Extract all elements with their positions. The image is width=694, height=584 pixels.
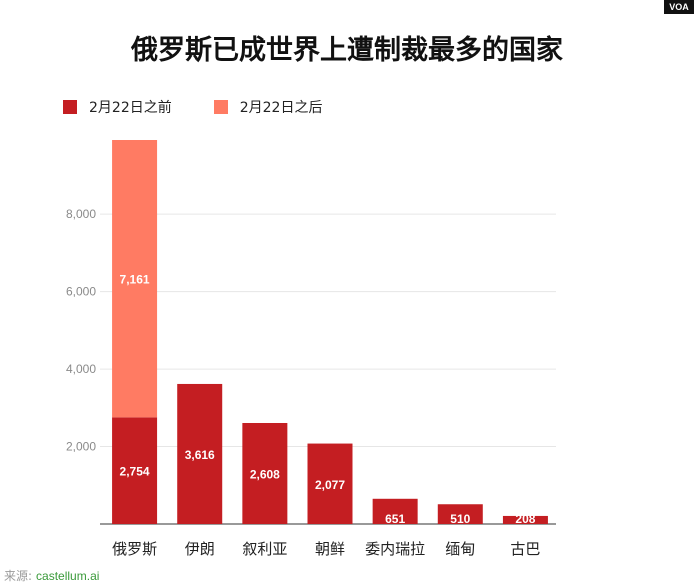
chart-title: 俄罗斯已成世界上遭制裁最多的国家 (131, 35, 563, 66)
legend-label-before: 2月22日之前 (89, 100, 172, 116)
data-label: 3,616 (185, 448, 215, 462)
bar-segment (372, 498, 418, 524)
legend-item-before: 2月22日之前 (63, 97, 172, 117)
data-label: 651 (385, 512, 405, 526)
x-tick-label: 叙利亚 (242, 540, 287, 558)
bar-segment (242, 422, 288, 524)
source-link[interactable]: castellum.ai (36, 569, 100, 583)
bar-segment (307, 443, 353, 524)
bar-segment (177, 383, 223, 524)
bar-segment (437, 504, 483, 524)
legend-label-after: 2月22日之后 (239, 100, 323, 116)
bar-segment (112, 417, 158, 524)
legend-swatch-before (63, 100, 77, 114)
chart-legend: 2月22日之前 2月22日之后 (63, 97, 364, 117)
x-tick-label: 缅甸 (445, 540, 475, 558)
legend-item-after: 2月22日之后 (213, 97, 323, 117)
data-label: 208 (515, 512, 535, 526)
voa-logo: VOA (664, 0, 694, 14)
y-tick-label: 4,000 (66, 362, 96, 376)
y-tick-label: 8,000 (66, 207, 96, 221)
data-label: 2,608 (250, 467, 280, 481)
y-tick-label: 2,000 (66, 440, 96, 454)
x-tick-label: 朝鲜 (315, 540, 345, 558)
source-label: 来源: (4, 569, 33, 583)
source-note: 来源: castellum.ai (4, 567, 99, 584)
bar-segment (112, 140, 158, 418)
data-label: 2,754 (120, 465, 150, 479)
y-tick-label: 6,000 (66, 285, 96, 299)
data-label: 2,077 (315, 478, 345, 492)
data-label: 510 (450, 512, 470, 526)
data-label: 7,161 (120, 273, 150, 287)
x-tick-label: 俄罗斯 (112, 540, 157, 558)
x-tick-label: 委内瑞拉 (365, 540, 425, 558)
bar-segment (502, 515, 548, 524)
legend-swatch-after (213, 100, 228, 114)
x-tick-label: 伊朗 (185, 540, 215, 558)
x-tick-label: 古巴 (510, 540, 540, 558)
